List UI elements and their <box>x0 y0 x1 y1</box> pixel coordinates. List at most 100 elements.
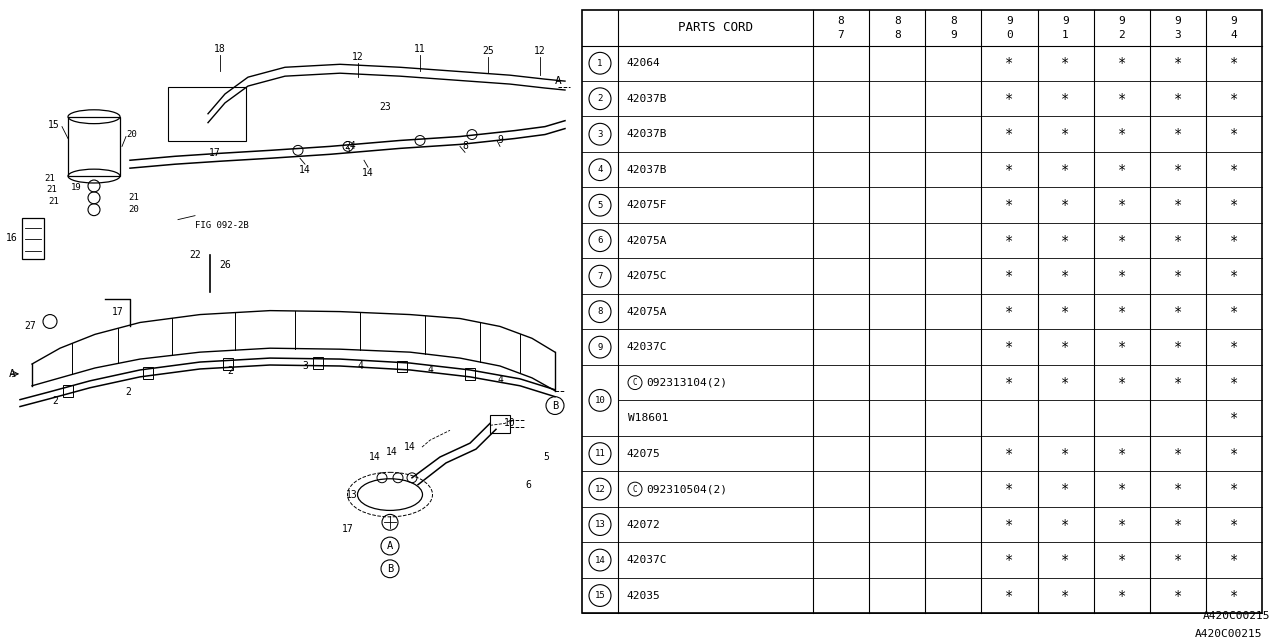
Text: *: * <box>1061 518 1070 532</box>
Text: 42072: 42072 <box>626 520 659 529</box>
Text: *: * <box>1061 163 1070 177</box>
Text: *: * <box>1005 305 1014 319</box>
Text: 7: 7 <box>837 29 845 40</box>
Text: 42037B: 42037B <box>626 164 667 175</box>
Text: *: * <box>1061 376 1070 390</box>
Text: 11: 11 <box>415 44 426 54</box>
Text: *: * <box>1230 269 1238 283</box>
Text: 6: 6 <box>598 236 603 245</box>
Text: C: C <box>632 378 637 387</box>
Text: *: * <box>1005 234 1014 248</box>
Text: 2: 2 <box>52 396 58 406</box>
Text: 4: 4 <box>598 165 603 174</box>
Text: 4: 4 <box>428 365 433 375</box>
Text: *: * <box>1005 589 1014 602</box>
Text: 14: 14 <box>595 556 605 564</box>
Text: 17: 17 <box>342 524 353 534</box>
Text: 21: 21 <box>128 193 140 202</box>
Text: 10: 10 <box>595 396 605 405</box>
Text: 9: 9 <box>1006 16 1012 26</box>
Text: *: * <box>1005 482 1014 496</box>
Text: 42075: 42075 <box>626 449 659 459</box>
Text: 10: 10 <box>504 419 516 428</box>
Text: 15: 15 <box>595 591 605 600</box>
Text: *: * <box>1061 305 1070 319</box>
Text: *: * <box>1174 163 1181 177</box>
Text: *: * <box>1061 127 1070 141</box>
Text: *: * <box>1117 376 1126 390</box>
Text: *: * <box>1174 340 1181 354</box>
Text: *: * <box>1117 553 1126 567</box>
Bar <box>68 116 120 176</box>
Text: 4: 4 <box>1230 29 1238 40</box>
Text: *: * <box>1061 482 1070 496</box>
Text: *: * <box>1174 234 1181 248</box>
Text: 19: 19 <box>70 184 82 193</box>
Text: 8: 8 <box>598 307 603 316</box>
Text: 9: 9 <box>598 342 603 351</box>
Text: *: * <box>1174 56 1181 70</box>
Text: 42037C: 42037C <box>626 555 667 565</box>
Text: 42037C: 42037C <box>626 342 667 352</box>
Text: 27: 27 <box>24 321 36 332</box>
Text: PARTS CORD: PARTS CORD <box>678 21 753 34</box>
Text: 42075A: 42075A <box>626 307 667 317</box>
Text: 092313104(2): 092313104(2) <box>646 378 727 388</box>
Text: 20: 20 <box>128 205 140 214</box>
Text: *: * <box>1061 234 1070 248</box>
Text: *: * <box>1174 589 1181 602</box>
Text: *: * <box>1230 127 1238 141</box>
Text: 26: 26 <box>219 260 230 270</box>
Text: 12: 12 <box>595 484 605 493</box>
Bar <box>465 368 475 380</box>
Text: *: * <box>1005 340 1014 354</box>
Text: 0: 0 <box>1006 29 1012 40</box>
Text: 9: 9 <box>1062 16 1069 26</box>
Text: *: * <box>1117 56 1126 70</box>
Text: *: * <box>1117 127 1126 141</box>
Text: *: * <box>1117 482 1126 496</box>
Text: A: A <box>387 541 393 551</box>
Text: 092310504(2): 092310504(2) <box>646 484 727 494</box>
Text: 14: 14 <box>387 447 398 457</box>
Text: *: * <box>1174 305 1181 319</box>
Text: 5: 5 <box>543 452 549 462</box>
Text: *: * <box>1174 198 1181 212</box>
Text: 42075F: 42075F <box>626 200 667 210</box>
Text: *: * <box>1174 127 1181 141</box>
Text: *: * <box>1174 447 1181 461</box>
Text: 11: 11 <box>595 449 605 458</box>
Bar <box>63 385 73 397</box>
Text: *: * <box>1230 376 1238 390</box>
Bar <box>22 218 44 259</box>
Text: *: * <box>1117 234 1126 248</box>
Text: 8: 8 <box>462 141 468 152</box>
Text: *: * <box>1117 269 1126 283</box>
Text: 42064: 42064 <box>626 58 659 68</box>
Text: *: * <box>1061 340 1070 354</box>
Text: 20: 20 <box>127 130 137 139</box>
Text: *: * <box>1005 518 1014 532</box>
Text: *: * <box>1117 163 1126 177</box>
Text: *: * <box>1005 127 1014 141</box>
Text: *: * <box>1230 482 1238 496</box>
Text: 13: 13 <box>595 520 605 529</box>
Text: *: * <box>1005 553 1014 567</box>
Bar <box>397 360 407 372</box>
Text: 8: 8 <box>893 29 901 40</box>
Bar <box>223 358 233 371</box>
Text: 25: 25 <box>483 47 494 56</box>
Text: *: * <box>1230 518 1238 532</box>
Text: *: * <box>1174 92 1181 106</box>
Text: B: B <box>387 564 393 574</box>
Text: 17: 17 <box>113 307 124 317</box>
Text: 21: 21 <box>46 186 58 195</box>
Text: *: * <box>1005 376 1014 390</box>
Text: 7: 7 <box>598 271 603 281</box>
Text: *: * <box>1117 340 1126 354</box>
Text: *: * <box>1061 269 1070 283</box>
Text: *: * <box>1061 92 1070 106</box>
Text: *: * <box>1061 56 1070 70</box>
Text: 21: 21 <box>45 173 55 182</box>
Text: *: * <box>1174 269 1181 283</box>
